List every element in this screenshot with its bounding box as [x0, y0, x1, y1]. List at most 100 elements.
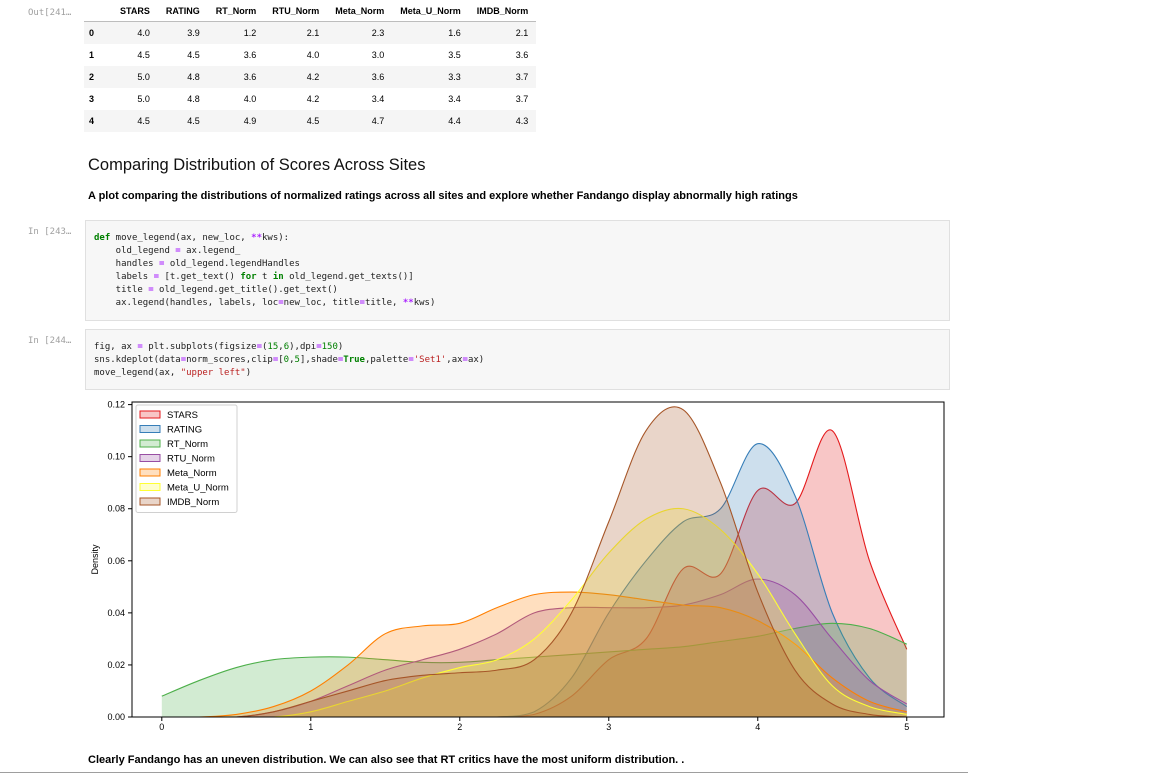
kde-line-imdb-norm — [161, 406, 907, 718]
row-index: 4 — [89, 116, 95, 126]
kde-area-rt-norm — [161, 623, 907, 717]
kde-area-meta-norm — [161, 592, 907, 717]
kde-area-imdb-norm — [161, 406, 907, 717]
table-header-row: STARS RATING RT_Norm RTU_Norm Meta_Norm … — [84, 3, 537, 22]
code-line: def move_legend(ax, new_loc, **kws): — [94, 233, 290, 243]
table-cell: 1.6 — [448, 28, 461, 38]
legend-swatch — [139, 497, 161, 506]
legend-label: RATING — [167, 425, 202, 436]
table-cell: 3.6 — [515, 50, 529, 60]
section-title: Comparing Distribution of Scores Across … — [88, 156, 426, 174]
section-description: A plot comparing the distributions of no… — [88, 190, 798, 202]
y-tick-label: 0.06 — [107, 556, 125, 566]
code-line: move_legend(ax, "upper left") — [94, 368, 252, 378]
table-cell: 3.6 — [243, 72, 257, 82]
row-index: 3 — [89, 94, 95, 104]
code-cell-move-legend[interactable]: def move_legend(ax, new_loc, **kws): old… — [85, 220, 950, 321]
column-header: RATING — [157, 3, 208, 22]
code-line: old_legend = ax.legend_ — [94, 246, 241, 256]
out-prompt: Out[241… — [28, 8, 72, 18]
legend-label: RT_Norm — [167, 439, 208, 450]
x-tick-label: 0 — [159, 722, 164, 732]
y-tick-label: 0.10 — [107, 452, 125, 462]
kde-line-rt-norm — [161, 622, 907, 697]
code-line: sns.kdeplot(data=norm_scores,clip=[0,5],… — [94, 355, 485, 365]
table-cell: 3.5 — [448, 50, 461, 60]
row-index: 0 — [89, 28, 95, 38]
table-row: 2 5.0 4.8 3.6 4.2 3.6 3.3 3.7 — [84, 66, 537, 88]
table-cell: 4.5 — [137, 116, 150, 126]
code-editor[interactable]: def move_legend(ax, new_loc, **kws): old… — [86, 221, 949, 310]
legend-swatch — [139, 439, 161, 448]
y-axis-label: Density — [90, 544, 100, 575]
column-header: RT_Norm — [207, 3, 265, 22]
table-cell: 5.0 — [137, 72, 150, 82]
table-cell: 5.0 — [137, 94, 150, 104]
kde-area-rating — [161, 443, 907, 717]
table-cell: 4.3 — [515, 116, 529, 126]
row-index: 2 — [89, 72, 95, 82]
code-cell-kdeplot[interactable]: fig, ax = plt.subplots(figsize=(15,6),dp… — [85, 329, 950, 390]
y-axis: 0.00 0.02 0.04 0.06 0.08 0.10 0.12 — [107, 400, 132, 722]
x-tick-label: 5 — [904, 722, 909, 732]
y-tick-label: 0.00 — [107, 712, 125, 722]
legend-swatch — [139, 483, 161, 491]
table-cell: 3.7 — [515, 72, 529, 82]
column-header: STARS — [112, 3, 158, 22]
column-header: RTU_Norm — [264, 3, 328, 22]
table-cell: 4.8 — [187, 72, 200, 82]
table-row: 3 5.0 4.8 4.0 4.2 3.4 3.4 3.7 — [84, 88, 536, 110]
x-axis: 0 1 2 3 4 5 — [159, 717, 909, 732]
table-cell: 4.5 — [306, 116, 320, 126]
x-tick-label: 2 — [457, 722, 462, 732]
table-cell: 4.0 — [243, 94, 257, 104]
table-cell: 3.9 — [187, 28, 200, 38]
x-tick-label: 3 — [606, 722, 611, 732]
table-cell: 4.8 — [187, 94, 200, 104]
y-tick-label: 0.04 — [107, 608, 125, 618]
y-tick-label: 0.12 — [107, 400, 125, 410]
table-cell: 3.0 — [371, 50, 385, 60]
kde-line-meta-norm — [161, 591, 907, 718]
table-cell: 3.4 — [448, 94, 461, 104]
y-tick-label: 0.08 — [107, 504, 125, 514]
table-row: 0 4.0 3.9 1.2 2.1 2.3 1.6 2.1 — [84, 21, 537, 44]
y-tick-label: 0.02 — [107, 660, 125, 670]
legend-label: Meta_U_Norm — [167, 483, 229, 494]
code-line: title = old_legend.get_title().get_text(… — [94, 285, 338, 295]
x-tick-label: 4 — [755, 722, 760, 732]
table-row: 1 4.5 4.5 3.6 4.0 3.0 3.5 3.6 — [84, 44, 536, 66]
row-index: 1 — [89, 50, 95, 60]
column-header: Meta_Norm — [327, 3, 393, 22]
legend-swatch — [139, 468, 161, 477]
code-line: labels = [t.get_text() for t in old_lege… — [94, 272, 414, 282]
kde-chart: 0.00 0.02 0.04 0.06 0.08 0.10 0.12 0 1 2 3 4 5 Dens… — [90, 400, 945, 732]
table-cell: 2.1 — [306, 28, 320, 38]
dataframe-table: STARS RATING RT_Norm RTU_Norm Meta_Norm … — [84, 3, 537, 132]
legend-label: Meta_Norm — [167, 468, 217, 479]
kde-area-meta-u-norm — [161, 508, 907, 717]
table-cell: 4.4 — [448, 116, 461, 126]
in-prompt-244: In [244… — [28, 336, 72, 346]
code-line: handles = old_legend.legendHandles — [94, 259, 300, 269]
table-cell: 2.1 — [515, 28, 529, 38]
table-cell: 3.7 — [515, 94, 529, 104]
x-tick-label: 1 — [308, 722, 313, 732]
table-cell: 3.6 — [371, 72, 385, 82]
code-editor[interactable]: fig, ax = plt.subplots(figsize=(15,6),dp… — [86, 330, 949, 380]
code-line: fig, ax = plt.subplots(figsize=(15,6),dp… — [94, 342, 344, 352]
column-header: IMDB_Norm — [468, 3, 537, 22]
table-cell: 4.5 — [187, 50, 200, 60]
legend-box — [135, 404, 238, 513]
table-cell: 4.0 — [306, 50, 320, 60]
table-cell: 4.2 — [306, 94, 320, 104]
table-cell: 4.5 — [187, 116, 200, 126]
conclusion-text: Clearly Fandango has an uneven distribut… — [88, 754, 685, 766]
legend-swatch — [139, 425, 161, 433]
kde-areas — [161, 406, 908, 718]
legend-swatch — [139, 454, 161, 462]
table-cell: 4.7 — [371, 116, 385, 126]
table-cell: 1.2 — [243, 28, 257, 38]
table-cell: 4.2 — [306, 72, 320, 82]
kde-area-rtu-norm — [161, 579, 907, 717]
